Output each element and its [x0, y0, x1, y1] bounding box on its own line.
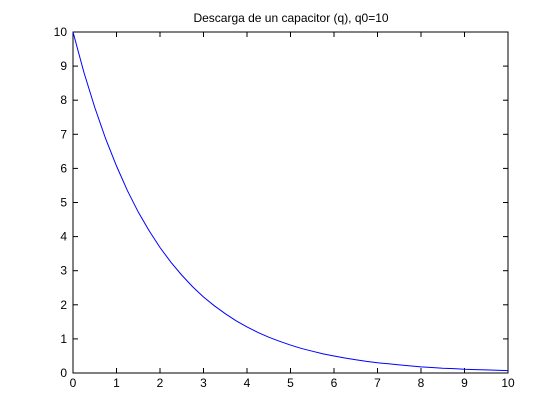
plot-box [72, 31, 509, 374]
y-tick-label: 6 [60, 161, 67, 175]
x-tick-label: 8 [418, 376, 425, 390]
y-tick-label: 5 [60, 196, 67, 210]
x-tick-label: 7 [374, 376, 381, 390]
y-tick-label: 3 [60, 264, 67, 278]
y-tick-label: 1 [60, 332, 67, 346]
x-tick-label: 3 [200, 376, 207, 390]
y-tick-label: 4 [60, 230, 67, 244]
plot-area: 0 1 2 3 4 5 6 7 8 9 10 0 1 2 3 4 5 6 7 8 9 10 [54, 25, 515, 390]
x-tick-label: 5 [287, 376, 294, 390]
x-tick-label: 2 [157, 376, 164, 390]
chart-title: Descarga de un capacitor (q), q0=10 [193, 11, 388, 25]
y-tick-label: 10 [54, 25, 68, 39]
x-tick-label: 9 [461, 376, 468, 390]
y-tick-label: 0 [60, 366, 67, 380]
x-tick-label: 10 [501, 376, 515, 390]
y-tick-label: 7 [60, 127, 67, 141]
y-tick-label: 2 [60, 298, 67, 312]
x-tick-label: 0 [70, 376, 77, 390]
y-tick-label: 8 [60, 93, 67, 107]
series-line [72, 31, 509, 372]
x-tick-label: 6 [331, 376, 338, 390]
y-tick-label: 9 [60, 59, 67, 73]
x-tick-label: 4 [244, 376, 251, 390]
x-tick-label: 1 [113, 376, 120, 390]
